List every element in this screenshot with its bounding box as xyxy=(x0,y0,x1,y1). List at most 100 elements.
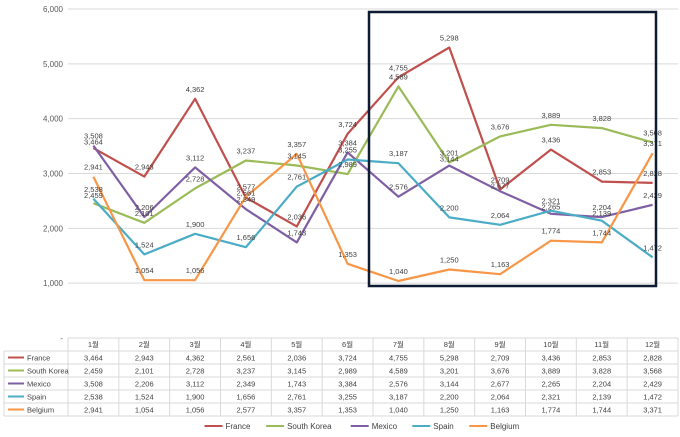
table-row-header: France xyxy=(27,354,50,363)
table-cell: 3,508 xyxy=(84,380,103,389)
data-label: 2,577 xyxy=(237,183,256,192)
table-row-header: Spain xyxy=(27,393,46,402)
data-label: 2,561 xyxy=(237,189,256,198)
data-label: 3,384 xyxy=(338,138,357,147)
table-cell: 3,371 xyxy=(643,406,662,415)
x-tick-label: 10월 xyxy=(543,339,558,349)
table-cell: 2,321 xyxy=(542,393,561,402)
table-cell: 2,943 xyxy=(135,354,154,363)
x-tick-label: 12월 xyxy=(645,339,660,349)
table-cell: 2,828 xyxy=(643,354,662,363)
data-label: 4,362 xyxy=(186,85,205,94)
legend-label: Belgium xyxy=(490,422,519,431)
table-cell: 2,036 xyxy=(287,354,306,363)
data-label: 3,187 xyxy=(389,149,408,158)
data-label: 1,900 xyxy=(186,220,205,229)
data-label: 1,744 xyxy=(592,228,611,237)
legend-label: South Korea xyxy=(287,422,332,431)
table-cell: 2,139 xyxy=(592,393,611,402)
y-tick-label: 1,000 xyxy=(43,279,64,288)
x-tick-label: 2월 xyxy=(139,339,150,349)
table-cell: 3,828 xyxy=(592,367,611,376)
table-cell: 3,384 xyxy=(338,380,357,389)
table-cell: 3,436 xyxy=(542,354,561,363)
table-cell: 2,761 xyxy=(287,393,306,402)
table-cell: 1,743 xyxy=(287,380,306,389)
data-label: 3,464 xyxy=(84,138,103,147)
y-axis: 6,000 5,000 4,000 3,000 2,000 1,000 - xyxy=(43,5,64,343)
table-cell: 2,349 xyxy=(237,380,256,389)
data-label: 2,139 xyxy=(592,209,611,218)
data-label: 2,206 xyxy=(135,203,154,212)
table-cell: 2,459 xyxy=(84,367,103,376)
data-label: 3,112 xyxy=(186,153,204,162)
x-tick-label: 5월 xyxy=(291,339,302,349)
table-cell: 2,429 xyxy=(643,380,662,389)
data-label: 2,677 xyxy=(491,181,510,190)
data-label: 3,508 xyxy=(84,132,103,141)
table-cell: 3,357 xyxy=(287,406,306,415)
data-label: 2,265 xyxy=(542,203,561,212)
series-line-south-korea xyxy=(93,85,653,224)
data-label: 2,204 xyxy=(592,203,611,212)
highlight-box xyxy=(367,10,658,288)
data-label: 2,321 xyxy=(542,197,561,206)
x-tick-label: 1월 xyxy=(88,339,99,349)
table-cell: 2,265 xyxy=(542,380,561,389)
table-cell: 1,056 xyxy=(186,406,205,415)
data-label: 1,524 xyxy=(135,240,154,249)
x-tick-label: 7월 xyxy=(393,339,404,349)
legend: France South Korea Mexico Spain Belgium xyxy=(204,422,520,431)
table-cell: 1,744 xyxy=(592,406,611,415)
data-label: 1,353 xyxy=(338,250,357,259)
table-cell: 5,298 xyxy=(440,354,459,363)
table-cell: 2,101 xyxy=(135,367,154,376)
table-cell: 2,941 xyxy=(84,406,103,415)
table-cell: 1,774 xyxy=(542,406,561,415)
data-label: 2,036 xyxy=(287,212,306,221)
data-label: 2,941 xyxy=(84,163,103,172)
table-cell: 3,676 xyxy=(491,367,510,376)
data-label: 2,989 xyxy=(338,160,357,169)
table-cell: 3,255 xyxy=(338,393,357,402)
data-label: 5,298 xyxy=(440,33,459,42)
table-row-header: South Korea xyxy=(27,367,70,376)
table-row-header: Mexico xyxy=(27,380,51,389)
table-cell: 2,989 xyxy=(338,367,357,376)
table-cell: 4,589 xyxy=(389,367,408,376)
series-lines xyxy=(92,46,654,283)
x-tick-label: 9월 xyxy=(495,339,506,349)
data-label: 3,144 xyxy=(440,154,459,163)
table-cell: 2,577 xyxy=(237,406,256,415)
y-tick-label: 6,000 xyxy=(43,5,64,14)
y-tick-label: 4,000 xyxy=(43,115,64,124)
table-cell: 1,900 xyxy=(186,393,205,402)
y-tick-label: 3,000 xyxy=(43,170,64,179)
table-cell: 3,187 xyxy=(389,393,408,402)
data-label: 3,237 xyxy=(237,147,256,156)
data-label: 2,538 xyxy=(84,185,103,194)
highlight-rectangle xyxy=(367,10,658,288)
x-tick-label: 8월 xyxy=(444,339,455,349)
table-row-header: Belgium xyxy=(27,406,54,415)
data-label: 2,101 xyxy=(135,209,154,218)
data-label: 2,349 xyxy=(237,195,256,204)
data-label: 2,576 xyxy=(389,183,408,192)
data-label: 3,371 xyxy=(643,139,662,148)
table-cell: 1,054 xyxy=(135,406,154,415)
table-cell: 2,709 xyxy=(491,354,510,363)
table-cell: 2,206 xyxy=(135,380,154,389)
table-cell: 1,250 xyxy=(440,406,459,415)
data-label: 3,201 xyxy=(440,148,459,157)
data-label: 1,250 xyxy=(440,255,459,264)
data-label: 1,472 xyxy=(643,243,662,252)
y-tick-label: 2,000 xyxy=(43,224,64,233)
table-cell: 3,144 xyxy=(440,380,459,389)
data-label: 2,429 xyxy=(643,191,662,200)
table-cell: 3,464 xyxy=(84,354,103,363)
table-cell: 3,568 xyxy=(643,367,662,376)
data-label: 4,589 xyxy=(389,72,408,81)
table-cell: 3,724 xyxy=(338,354,357,363)
table-cell: 2,200 xyxy=(440,393,459,402)
